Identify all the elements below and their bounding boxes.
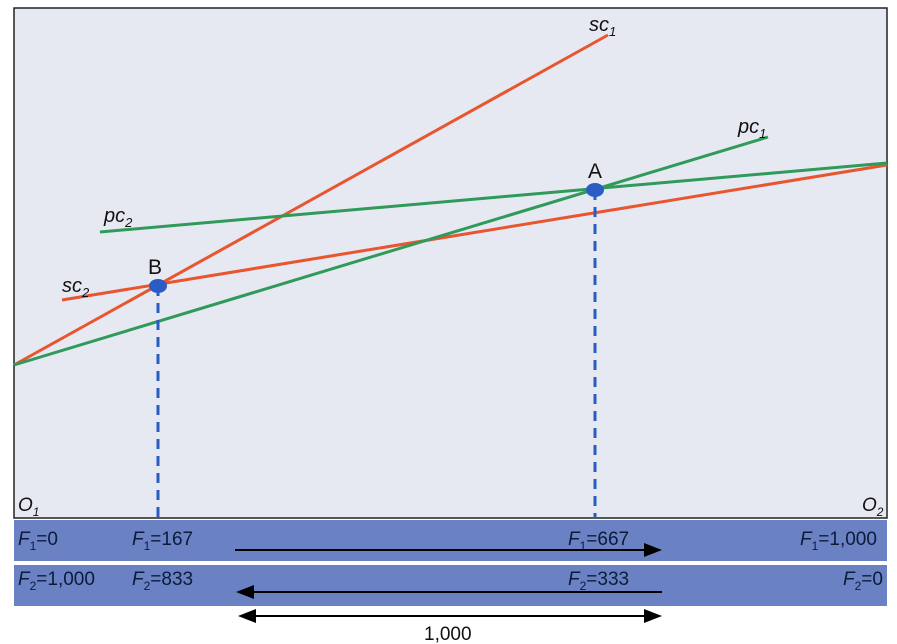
allocation-bar-divider [14, 561, 887, 565]
f1-label-167: F1=167 [132, 529, 193, 553]
sc2-line [61, 163, 888, 302]
arrow-left-icon [236, 585, 662, 599]
curve-label-sc2: sc2 [62, 275, 90, 300]
sc1-line [13, 33, 609, 367]
origin-label-left: O1 [18, 495, 39, 519]
f2-label-833: F2=833 [132, 569, 193, 593]
curve-label-pc2: pc2 [103, 205, 133, 230]
arrow-right-icon [235, 543, 662, 557]
f1-label-0: F1=0 [18, 529, 58, 553]
total-label: 1,000 [424, 624, 472, 644]
point-a [586, 183, 604, 197]
curve-label-sc1: sc1 [589, 14, 616, 39]
f2-label-1000: F2=1,000 [18, 569, 95, 593]
point-label-b: B [148, 256, 162, 279]
curve-label-pc1: pc1 [737, 116, 766, 141]
pc2-line [99, 161, 888, 234]
plot-area [13, 7, 888, 519]
double-arrow-icon [238, 609, 662, 623]
origin-label-right: O2 [862, 495, 884, 519]
f2-label-333: F2=333 [568, 569, 629, 593]
pc1-line [13, 135, 769, 367]
point-label-a: A [588, 160, 602, 183]
f1-label-1000: F1=1,000 [800, 529, 877, 553]
point-b [149, 279, 167, 293]
f2-label-0: F2=0 [843, 569, 883, 593]
f1-label-667: F1=667 [568, 529, 629, 553]
